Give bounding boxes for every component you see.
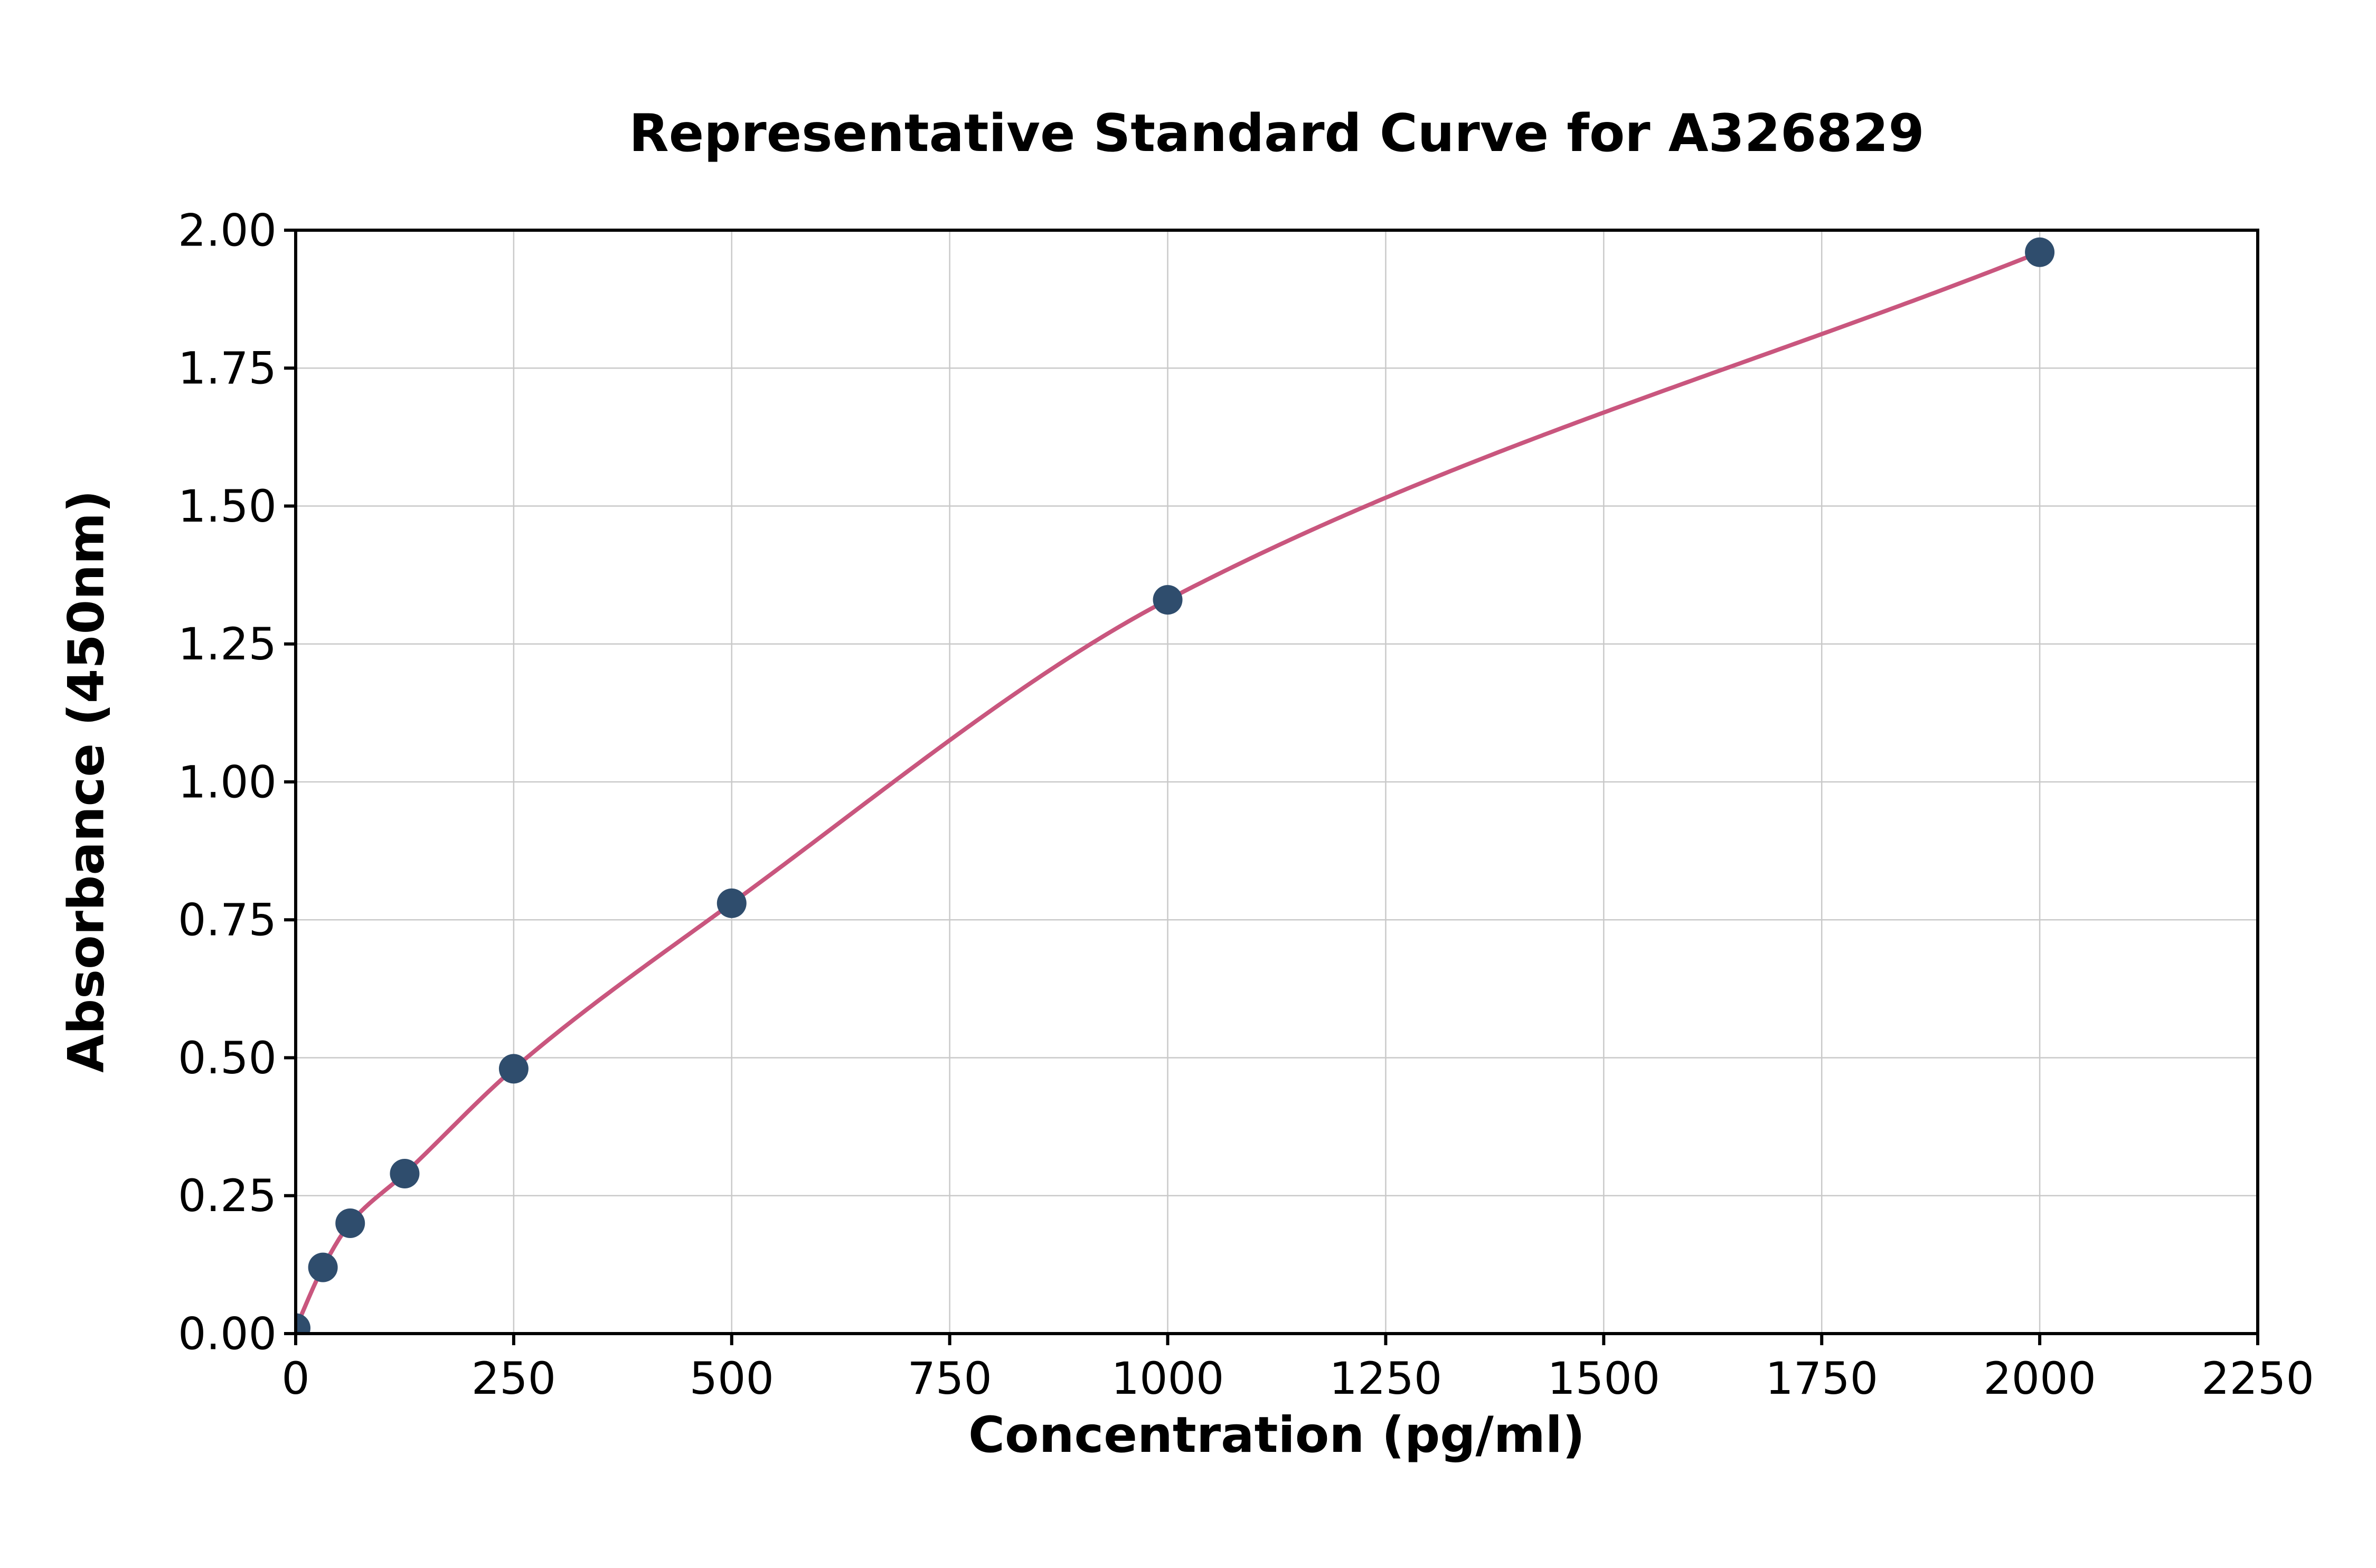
x-axis-label: Concentration (pg/ml)	[968, 1406, 1585, 1464]
x-tick-label: 2000	[1983, 1353, 2096, 1404]
y-tick-label: 1.50	[178, 480, 277, 532]
y-tick-label: 2.00	[178, 204, 277, 256]
chart-title: Representative Standard Curve for A32682…	[629, 103, 1925, 164]
x-tick-label: 1500	[1547, 1353, 1660, 1404]
x-tick-label: 0	[281, 1353, 309, 1404]
y-tick-label: 0.75	[178, 894, 277, 946]
x-tick-label: 250	[472, 1353, 556, 1404]
x-tick-label: 750	[907, 1353, 992, 1404]
x-tick-label: 1750	[1765, 1353, 1878, 1404]
y-tick-label: 1.00	[178, 756, 277, 808]
x-tick-label: 1000	[1111, 1353, 1224, 1404]
x-tick-label: 500	[690, 1353, 774, 1404]
x-tick-label: 1250	[1330, 1353, 1442, 1404]
x-tick-label: 2250	[2201, 1353, 2314, 1404]
y-tick-label: 0.50	[178, 1032, 277, 1084]
y-tick-label: 0.25	[178, 1170, 277, 1222]
y-tick-label: 0.00	[178, 1308, 277, 1359]
y-tick-label: 1.25	[178, 618, 277, 670]
y-tick-label: 1.75	[178, 343, 277, 394]
